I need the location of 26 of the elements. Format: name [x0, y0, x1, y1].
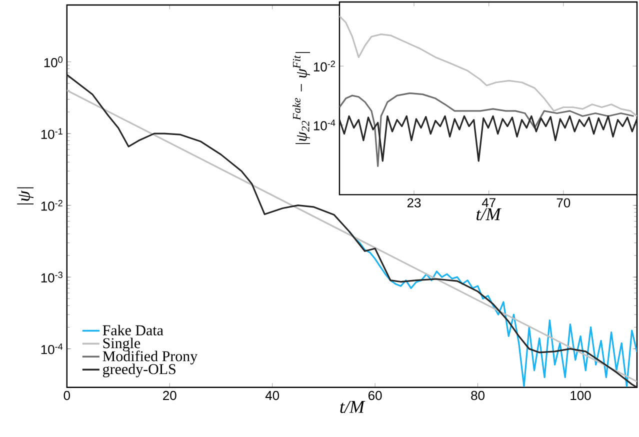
y-tick-label: 10$^{-4}$	[41, 343, 63, 354]
x-tick-label: 0	[64, 390, 70, 400]
x-tick-label: 100	[570, 390, 591, 400]
y-axis-title: |ψ$_{22}$$^{Fake}$ − ψ$^{Fit}$|	[292, 52, 310, 144]
y-tick-label: 10$^{-2}$	[314, 60, 335, 72]
x-tick-label: 20	[163, 390, 176, 400]
legend-label: Modified Prony	[102, 350, 198, 364]
y-tick-label: 10$^{-1}$	[41, 128, 62, 139]
x-tick-label: 70	[556, 198, 570, 208]
x-tick-label: 60	[368, 390, 382, 400]
x-tick-label: 23	[407, 198, 421, 208]
legend-label: greedy-OLS	[102, 364, 176, 378]
line-series	[339, 115, 637, 162]
y-tick-label: 10$^{-2}$	[41, 200, 62, 211]
y-axis-title: |ψ|	[17, 187, 34, 204]
y-tick-label: 10$^{-3}$	[41, 272, 62, 282]
line-series	[339, 15, 637, 117]
legend-label: Single	[103, 338, 140, 352]
x-axis-title: t/M	[476, 208, 502, 220]
x-tick-label: 80	[471, 390, 484, 400]
x-tick-label: 40	[265, 390, 280, 400]
y-tick-label: 10$^{0}$	[44, 56, 63, 68]
legend-label: Fake Data	[102, 324, 164, 336]
y-tick-label: 10$^{-4}$	[314, 119, 336, 130]
x-axis-title: t/M	[340, 400, 366, 413]
x-tick-label: 47	[482, 198, 496, 207]
